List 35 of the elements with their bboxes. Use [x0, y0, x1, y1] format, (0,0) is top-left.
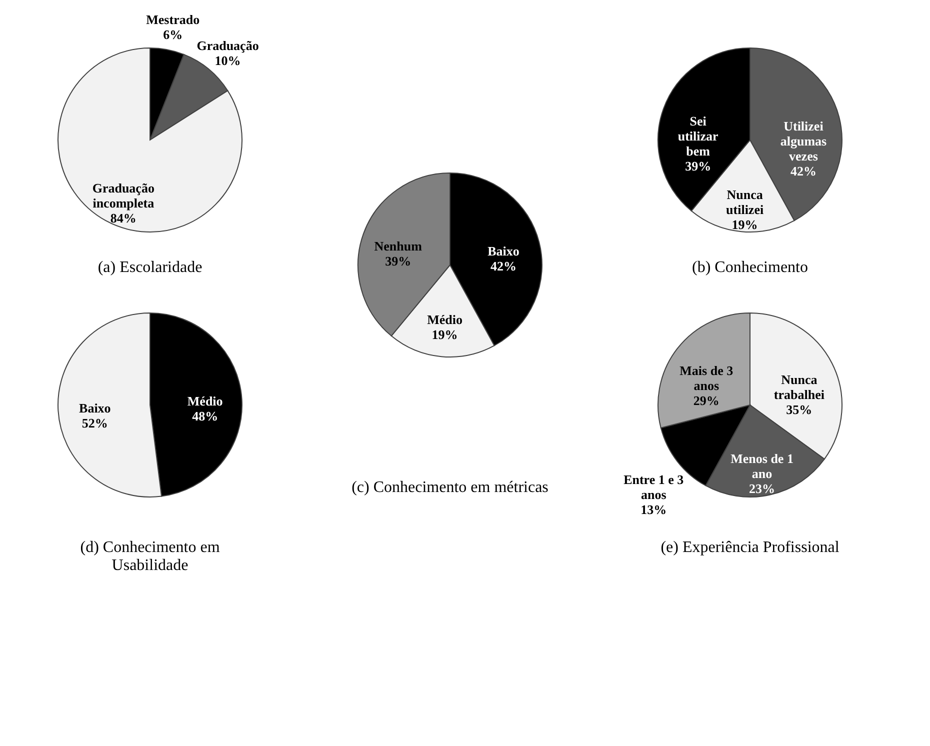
- text: (e) Experiência Profissional: [660, 539, 840, 556]
- data-label: 19%: [432, 326, 458, 342]
- slice-label: Médio: [187, 394, 223, 409]
- slice-label: Nenhum: [374, 238, 422, 254]
- data-label: 35%: [786, 402, 812, 417]
- data-label: 23%: [749, 480, 776, 496]
- text: (b) Conhecimento: [692, 259, 808, 276]
- data-label: 29%: [693, 393, 720, 408]
- slice-label: Sei utilizar bem: [678, 113, 719, 158]
- slice-label: Menos de 1 ano: [730, 450, 794, 481]
- data-label: 19%: [732, 216, 758, 232]
- data-label: 39%: [385, 253, 412, 268]
- data-label: 10%: [214, 52, 241, 68]
- slice-label: Mestrado: [146, 12, 200, 28]
- data-label: 6%: [163, 27, 183, 42]
- data-label: 39%: [685, 158, 712, 174]
- slice-label: Graduação incompleta: [92, 180, 155, 210]
- slice-label: Baixo: [488, 243, 520, 258]
- slice-label: Entre 1 e 3 anos: [624, 472, 684, 502]
- slice-label: Mais de 3 anos: [680, 363, 734, 394]
- text: (d) Conhecimento em Usabilidade: [80, 539, 220, 574]
- slice-label: Utilizei algumas vezes: [780, 118, 827, 164]
- slice-label: Médio: [427, 312, 462, 327]
- data-label: 84%: [110, 210, 136, 226]
- slice-label: Nunca trabalhei: [774, 372, 825, 402]
- slice-label: Baixo: [79, 400, 111, 416]
- slice-label: Nunca utilizei: [726, 186, 764, 217]
- slice-label: Graduação: [196, 38, 259, 53]
- text: (c) Conhecimento em métricas: [352, 479, 548, 496]
- data-label: 13%: [640, 502, 667, 517]
- text: (a) Escolaridade: [98, 259, 202, 276]
- data-label: 52%: [82, 415, 108, 430]
- data-label: 42%: [790, 163, 816, 178]
- data-label: 42%: [490, 258, 516, 274]
- data-label: 48%: [192, 408, 218, 424]
